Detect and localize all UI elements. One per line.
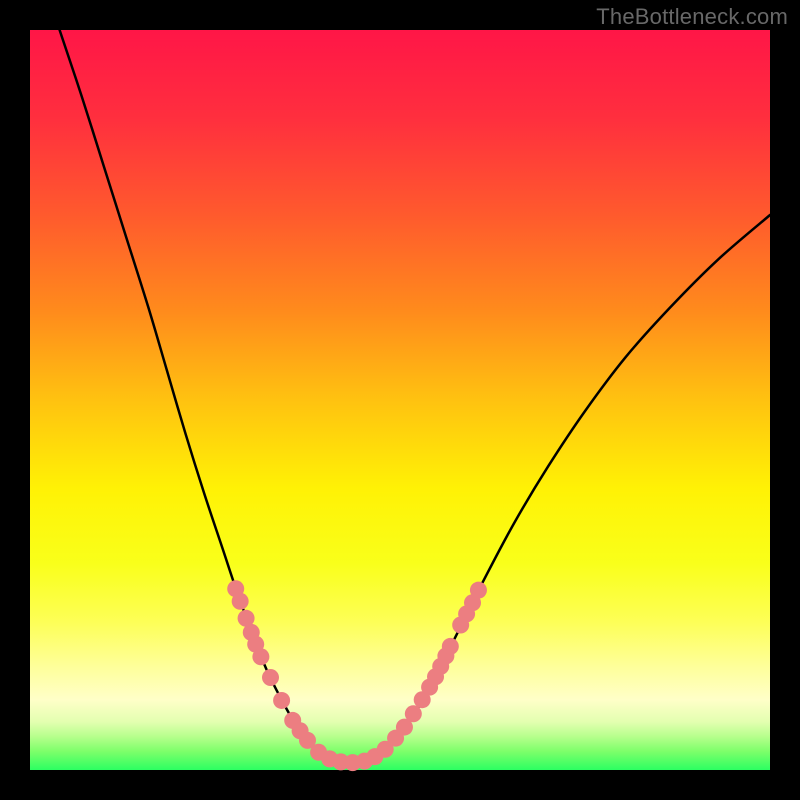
bottleneck-chart	[0, 0, 800, 800]
data-dot	[470, 582, 487, 599]
data-dot	[252, 648, 269, 665]
plot-background	[30, 30, 770, 770]
data-dot	[232, 593, 249, 610]
chart-container: TheBottleneck.com	[0, 0, 800, 800]
data-dot	[405, 705, 422, 722]
watermark-text: TheBottleneck.com	[596, 4, 788, 30]
data-dot	[442, 638, 459, 655]
data-dot	[262, 669, 279, 686]
data-dot	[273, 692, 290, 709]
